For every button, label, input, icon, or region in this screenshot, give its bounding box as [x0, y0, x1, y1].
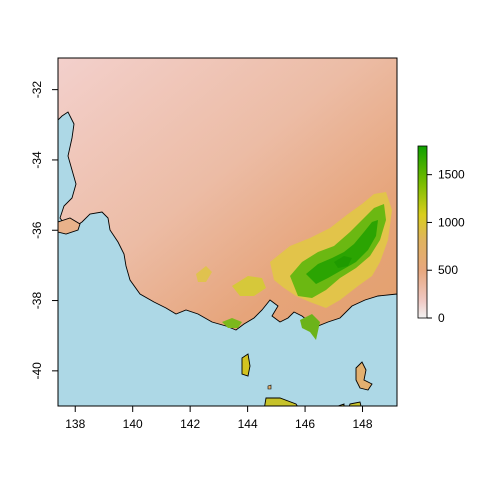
- king-island: [241, 353, 251, 377]
- x-tick-label: 138: [65, 417, 85, 431]
- y-ticks: -32 -34 -36 -38 -40: [30, 81, 58, 380]
- x-tick-label: 148: [353, 417, 373, 431]
- tasmania-north: [264, 397, 298, 406]
- y-tick-label: -36: [30, 221, 44, 239]
- flinders-island: [355, 361, 373, 391]
- alpine-peak: [334, 256, 352, 268]
- y-axis: -32 -34 -36 -38 -40: [30, 81, 59, 380]
- legend-tick-label: 1500: [438, 168, 465, 182]
- legend-tick-label: 500: [438, 263, 458, 277]
- highlands-yellow-3: [196, 266, 212, 282]
- y-tick-label: -34: [30, 151, 44, 169]
- y-tick-label: -40: [30, 362, 44, 380]
- legend-tick-label: 0: [438, 311, 445, 325]
- x-tick-label: 140: [123, 417, 143, 431]
- highlands-yellow-2: [232, 276, 266, 296]
- map-area: [58, 58, 397, 406]
- legend-ticks: 0 500 1000 1500: [427, 168, 465, 325]
- color-legend: 0 500 1000 1500: [417, 145, 465, 325]
- x-tick-label: 146: [295, 417, 315, 431]
- y-tick-label: -38: [30, 292, 44, 310]
- legend-colorbar: [417, 145, 428, 319]
- x-tick-label: 144: [238, 417, 258, 431]
- alpine-green-dark: [306, 220, 378, 284]
- x-tick-label: 142: [180, 417, 200, 431]
- prom-green: [300, 314, 320, 340]
- small-islet: [267, 384, 272, 390]
- west-island: [58, 217, 81, 235]
- tas-east-islet: [348, 401, 362, 406]
- otways-green: [222, 318, 242, 328]
- x-ticks: 138 140 142 144 146 148: [65, 406, 373, 431]
- x-axis: 138 140 142 144 146 148: [65, 405, 373, 431]
- y-tick-label: -32: [30, 81, 44, 99]
- legend-tick-label: 1000: [438, 215, 465, 229]
